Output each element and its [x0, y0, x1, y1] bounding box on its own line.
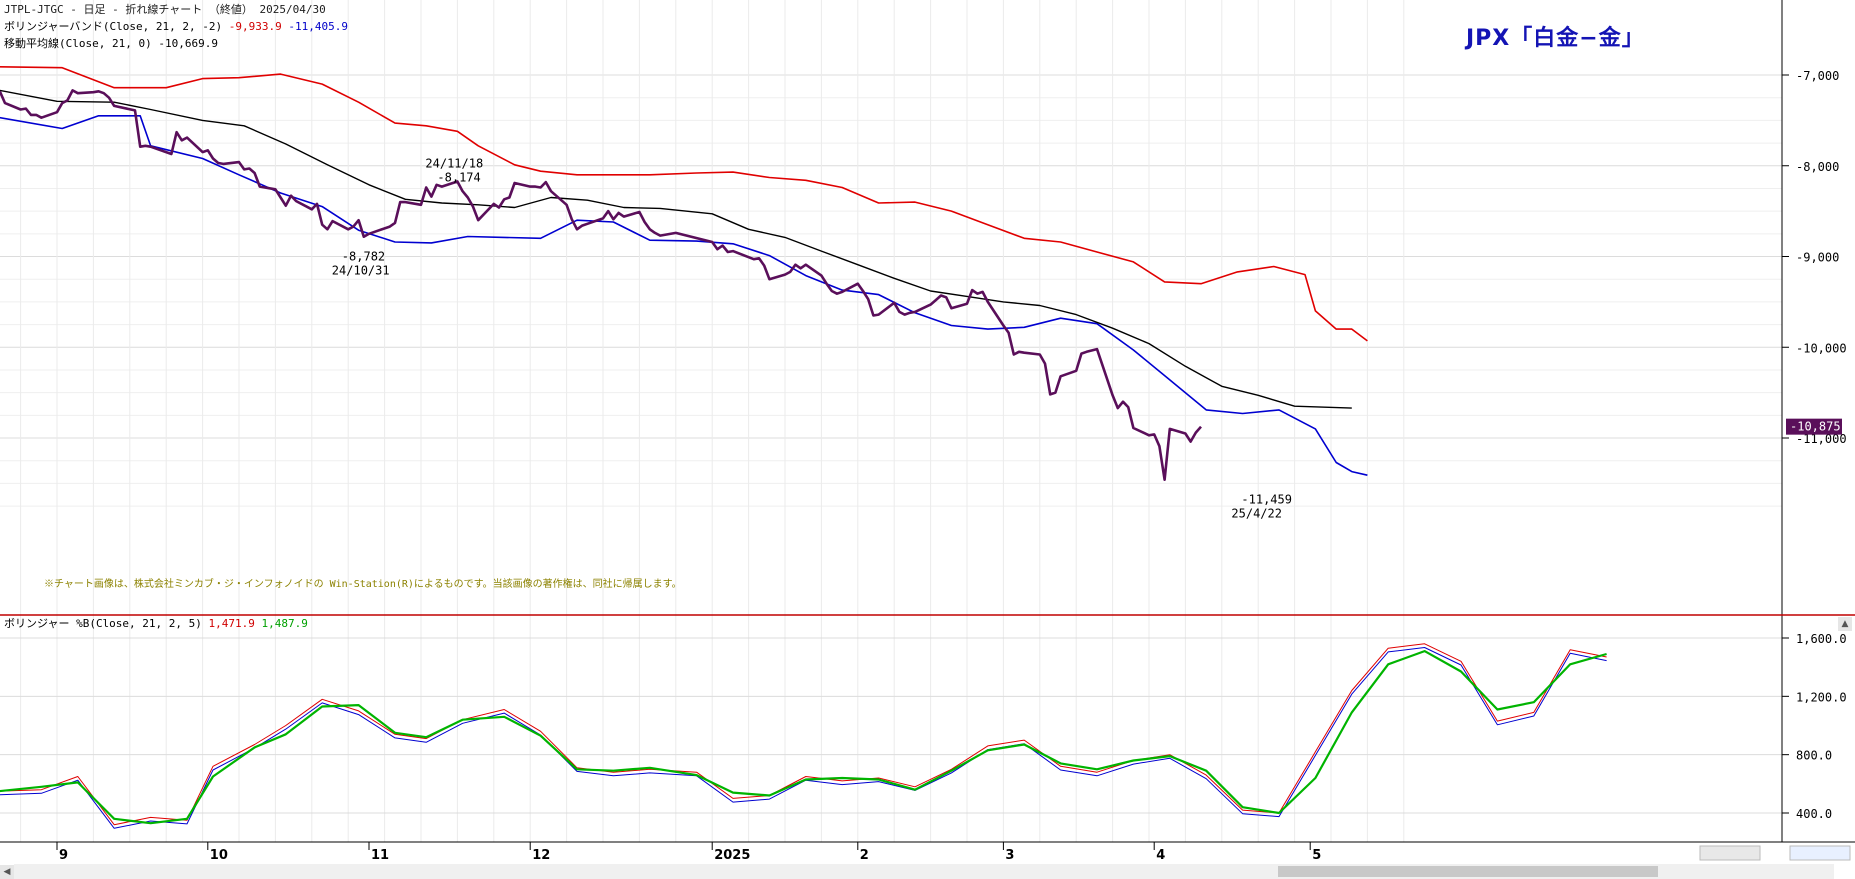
bb-legend: ボリンジャーバンド(Close, 21, 2, -2) -9,933.9 -11…	[4, 20, 348, 33]
annotation-date: 24/11/18	[425, 157, 483, 171]
x-tick-label: 11	[371, 848, 389, 863]
last-price-label: -10,875	[1790, 420, 1841, 434]
pb-label: ボリンジャー %B(Close, 21, 2, 5)	[4, 617, 202, 630]
ma-value: -10,669.9	[158, 37, 218, 50]
x-tick-label: 10	[210, 848, 228, 863]
y-tick-label: -11,000	[1796, 432, 1847, 446]
scrollbar-thumb[interactable]	[1278, 866, 1658, 877]
panel-up-icon[interactable]: ▲	[1838, 617, 1852, 631]
x-tick-label: 2025	[714, 848, 750, 863]
y-tick-label: -8,000	[1796, 160, 1839, 174]
chart-header-line1: JTPL-JTGC - 日足 - 折れ線チャート （終値） 2025/04/30	[4, 3, 326, 16]
annotation-date: 24/10/31	[332, 264, 390, 278]
pb-legend: ボリンジャー %B(Close, 21, 2, 5) 1,471.9 1,487…	[4, 617, 308, 630]
pb-y-tick-label: 800.0	[1796, 749, 1832, 763]
pb-y-tick-label: 400.0	[1796, 807, 1832, 821]
x-tick-label: 4	[1156, 848, 1165, 863]
y-tick-label: -7,000	[1796, 69, 1839, 83]
bb-upper-line	[0, 66, 1368, 342]
mini-scroll	[1699, 845, 1761, 861]
ma-label: 移動平均線(Close, 21, 0)	[4, 37, 152, 50]
x-tick-label: 3	[1005, 848, 1014, 863]
pb-value2: 1,487.9	[261, 617, 308, 630]
grid	[0, 0, 1789, 842]
zoom-controls	[1789, 845, 1851, 861]
y-tick-label: -9,000	[1796, 251, 1839, 265]
bb-label: ボリンジャーバンド(Close, 21, 2, -2)	[4, 20, 223, 33]
chart-title: JPX「白金−金」	[1466, 26, 1645, 51]
pb-line-red	[0, 643, 1607, 826]
scroll-left-icon[interactable]: ◀	[0, 865, 14, 879]
x-tick-label: 5	[1312, 848, 1321, 863]
ma-legend: 移動平均線(Close, 21, 0) -10,669.9	[4, 37, 218, 50]
y-tick-label: -10,000	[1796, 341, 1847, 355]
last-price-rect	[1786, 418, 1842, 435]
pb-line-green	[0, 649, 1607, 825]
last-price-box: -10,875	[1786, 418, 1842, 435]
annotation-date: 25/4/22	[1231, 507, 1282, 521]
annotation-value: -8,174	[437, 171, 480, 185]
moving-average-line	[0, 89, 1352, 409]
x-tick-label: 12	[532, 848, 550, 863]
pb-y-tick-label: 1,200.0	[1796, 690, 1847, 704]
bb-lower-value: -11,405.9	[288, 20, 348, 33]
bb-upper-value: -9,933.9	[228, 20, 282, 33]
pb-value1: 1,471.9	[208, 617, 255, 630]
copyright-notice: ※チャート画像は、株式会社ミンカブ・ジ・インフォノイドの Win-Station…	[44, 579, 682, 590]
close-price-line	[0, 89, 1202, 482]
x-tick-label: 9	[59, 848, 68, 863]
pb-y-tick-label: 1,600.0	[1796, 632, 1847, 646]
bb-lower-line	[0, 115, 1368, 476]
annotation-value: -11,459	[1241, 493, 1292, 507]
x-tick-label: 2	[860, 848, 869, 863]
annotation-value: -8,782	[342, 250, 385, 264]
